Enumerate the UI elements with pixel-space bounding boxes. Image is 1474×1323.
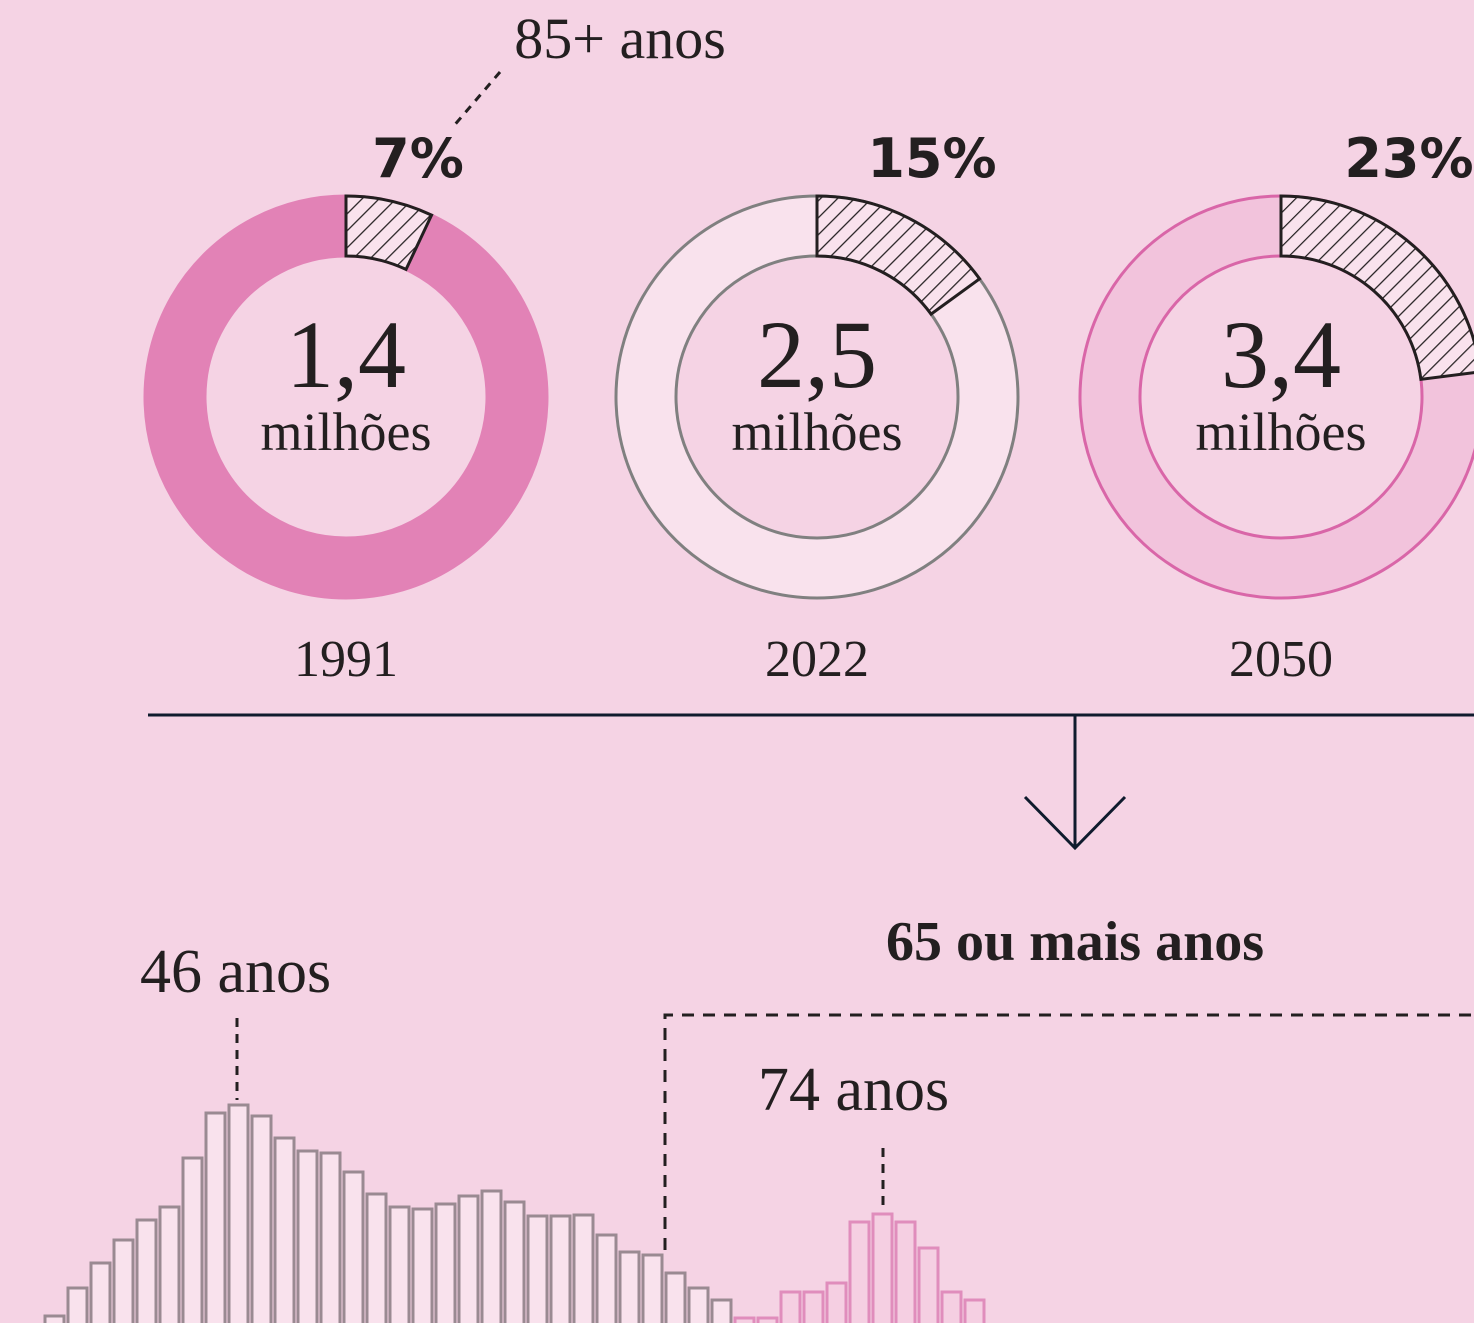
donut-segment — [1279, 194, 1474, 382]
bar — [641, 1253, 664, 1323]
group-box — [663, 1013, 1474, 1250]
bar — [618, 1250, 641, 1323]
donuts: 7%1,4milhões199115%2,5milhões202223%3,4m… — [143, 127, 1474, 688]
bar — [802, 1290, 825, 1323]
bar — [250, 1114, 273, 1323]
bar — [319, 1151, 342, 1323]
year: 2050 — [1229, 631, 1333, 688]
bar — [940, 1290, 963, 1323]
bar — [595, 1233, 618, 1323]
bar — [342, 1170, 365, 1323]
bar — [480, 1189, 503, 1323]
total: 2,5 — [757, 301, 877, 408]
bar — [664, 1271, 687, 1323]
bar — [296, 1149, 319, 1323]
bar — [181, 1156, 204, 1323]
bar — [227, 1103, 250, 1323]
share-label: 23% — [1344, 127, 1473, 190]
donut-ring — [143, 194, 549, 600]
bar — [112, 1238, 135, 1323]
peak-label: 46 anos — [140, 938, 331, 1006]
bar — [204, 1111, 227, 1323]
unit: milhões — [732, 402, 903, 462]
unit: milhões — [1196, 402, 1367, 462]
arrow-head — [1023, 795, 1127, 851]
share-label: 7% — [372, 127, 464, 190]
donut-segment — [344, 194, 434, 272]
bar — [549, 1214, 572, 1323]
total: 1,4 — [286, 301, 406, 408]
bar — [733, 1316, 756, 1323]
bar — [89, 1261, 112, 1323]
bar — [963, 1298, 986, 1323]
bar — [388, 1205, 411, 1323]
year: 1991 — [294, 631, 398, 688]
peak-label: 74 anos — [758, 1056, 949, 1124]
bar — [526, 1214, 549, 1323]
bar — [434, 1202, 457, 1323]
bar — [572, 1213, 595, 1323]
bar — [503, 1200, 526, 1323]
bar — [365, 1192, 388, 1323]
arrow-label: 65 ou mais anos — [886, 911, 1264, 973]
bar — [779, 1290, 802, 1323]
annotation-leader — [450, 71, 502, 129]
bar — [411, 1207, 434, 1323]
bar — [158, 1205, 181, 1323]
bar — [756, 1316, 779, 1323]
bar — [825, 1281, 848, 1323]
year: 2022 — [765, 631, 869, 688]
bar — [894, 1220, 917, 1323]
donut-segment — [815, 194, 982, 317]
bar — [917, 1246, 940, 1323]
total: 3,4 — [1221, 301, 1341, 408]
annotation: 85+ anos — [514, 6, 726, 71]
bar — [135, 1218, 158, 1323]
bar — [871, 1212, 894, 1323]
bar — [848, 1220, 871, 1323]
histogram — [43, 1103, 986, 1323]
bar — [66, 1286, 89, 1323]
bar — [273, 1136, 296, 1323]
bar — [457, 1194, 480, 1323]
bar — [710, 1298, 733, 1323]
bar — [687, 1286, 710, 1323]
share-label: 15% — [867, 127, 996, 190]
unit: milhões — [261, 402, 432, 462]
bar — [43, 1314, 66, 1323]
